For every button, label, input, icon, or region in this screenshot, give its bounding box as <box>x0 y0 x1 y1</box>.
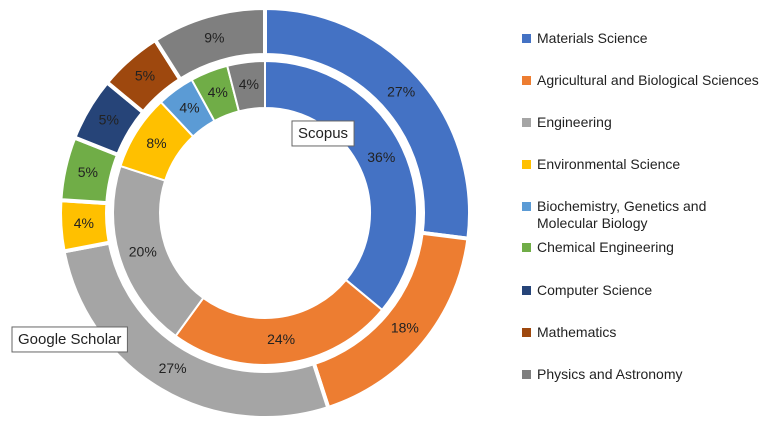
legend-swatch <box>522 34 531 43</box>
legend-label: Environmental Science <box>537 156 681 172</box>
slice <box>152 5 267 83</box>
legend-label: Engineering <box>537 114 612 130</box>
legend-swatch <box>522 328 531 337</box>
data-label: 5% <box>99 111 119 127</box>
data-label: 5% <box>135 68 155 84</box>
data-label: 20% <box>129 243 157 259</box>
data-label: 4% <box>179 100 199 116</box>
legend-swatch <box>522 370 531 379</box>
legend-swatch <box>522 160 531 169</box>
legend-item: Computer Science <box>522 282 652 299</box>
legend-item: Physics and Astronomy <box>522 366 683 383</box>
slice <box>225 59 266 113</box>
data-label: 4% <box>208 84 228 100</box>
legend-label: Physics and Astronomy <box>537 366 683 382</box>
legend-swatch <box>522 286 531 295</box>
legend-item: Engineering <box>522 114 612 131</box>
data-label: 4% <box>74 215 94 231</box>
legend-item: Mathematics <box>522 324 616 341</box>
data-label: 8% <box>146 135 166 151</box>
legend-label: Computer Science <box>537 282 653 298</box>
legend-label: Chemical Engineering <box>537 239 674 255</box>
data-label: 27% <box>159 360 187 376</box>
legend-item: Materials Science <box>522 30 648 47</box>
legend-item: Environmental Science <box>522 156 680 173</box>
legend-label: Agricultural and Biological Sciences <box>537 72 759 88</box>
data-label: 36% <box>367 149 395 165</box>
ring-label-text: Google Scholar <box>18 331 121 348</box>
legend-swatch <box>522 202 531 211</box>
data-label: 24% <box>267 331 295 347</box>
ring-label-box <box>11 326 128 353</box>
legend-item: Biochemistry, Genetics and Molecular Bio… <box>522 198 737 232</box>
data-label: 27% <box>387 84 415 100</box>
data-label: 9% <box>204 29 224 45</box>
legend-swatch <box>522 118 531 127</box>
ring-label-text: Scopus <box>298 125 348 142</box>
data-label: 18% <box>391 319 419 335</box>
legend-swatch <box>522 243 531 252</box>
ring-label: Scopus <box>291 120 355 147</box>
data-label: 4% <box>239 76 259 92</box>
legend-item: Chemical Engineering <box>522 239 674 256</box>
legend-label: Biochemistry, Genetics and Molecular Bio… <box>537 198 707 231</box>
legend-label: Materials Science <box>537 30 648 46</box>
legend-label: Mathematics <box>537 324 617 340</box>
data-label: 5% <box>78 164 98 180</box>
legend-item: Agricultural and Biological Sciences <box>522 72 759 89</box>
ring-label: Google Scholar <box>11 326 128 353</box>
ring-label-box <box>291 120 355 147</box>
chart: 36% 24% 20% 8% 4% 4% 4% 27% 18% 27% 4% 5% 5% 5% 9% Scop… <box>11 5 470 418</box>
legend-swatch <box>522 76 531 85</box>
